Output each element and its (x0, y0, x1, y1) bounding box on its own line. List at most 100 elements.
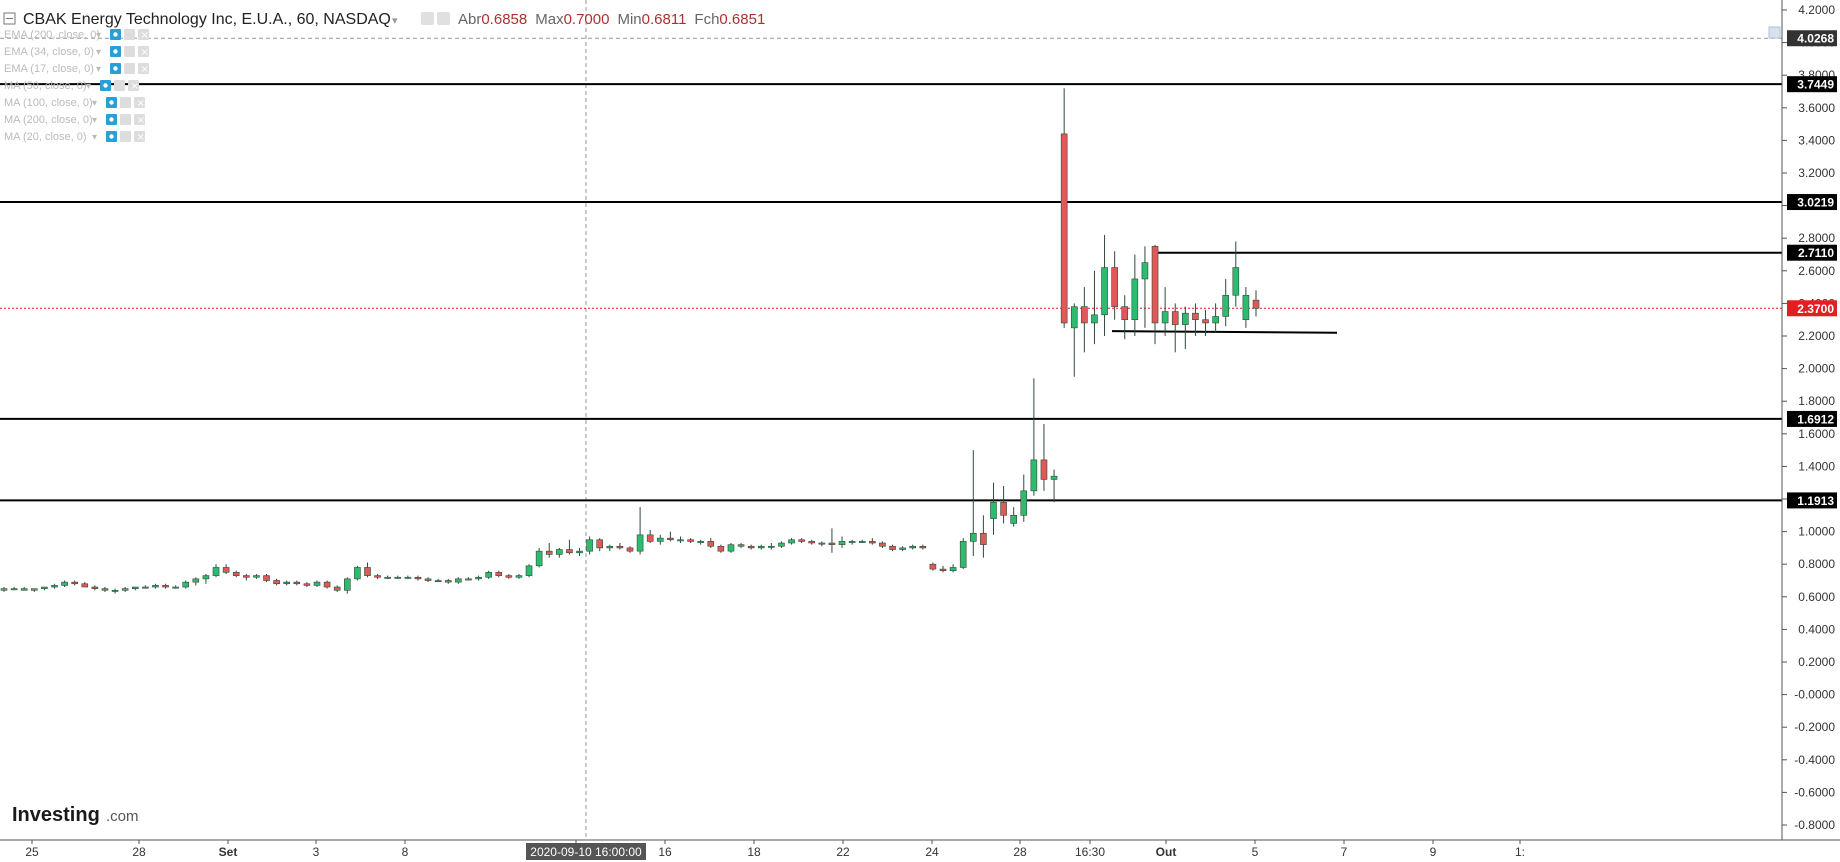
candle[interactable] (889, 544, 896, 552)
candle[interactable] (1242, 287, 1250, 328)
indicator-menu-caret-icon[interactable]: ▾ (96, 47, 101, 58)
candle[interactable] (899, 546, 906, 552)
candle[interactable] (1040, 424, 1048, 491)
candle[interactable] (1171, 303, 1179, 353)
candle[interactable] (1060, 88, 1068, 328)
candle[interactable] (879, 541, 886, 548)
candle[interactable] (263, 573, 270, 583)
candle[interactable] (81, 582, 89, 588)
candle[interactable] (1030, 378, 1038, 496)
candle[interactable] (20, 587, 28, 591)
indicator-menu-caret-icon[interactable]: ▾ (92, 132, 97, 143)
candle[interactable] (869, 538, 876, 545)
candle[interactable] (687, 538, 694, 544)
candle[interactable] (576, 547, 583, 557)
indicator-settings-icon[interactable] (114, 80, 125, 91)
candle[interactable] (41, 586, 48, 591)
candle[interactable] (606, 544, 614, 552)
candle[interactable] (374, 573, 381, 579)
candle[interactable] (152, 583, 159, 589)
candle[interactable] (788, 538, 795, 545)
indicator-row[interactable]: MA (100, close, 0) ▾ × (4, 97, 145, 109)
add-alert-icon[interactable] (1768, 26, 1781, 39)
candle[interactable] (909, 544, 917, 550)
candle[interactable] (384, 575, 391, 579)
candle[interactable] (343, 577, 351, 594)
candle[interactable] (1151, 244, 1159, 345)
candle[interactable] (131, 586, 139, 591)
candle[interactable] (566, 539, 573, 555)
indicator-settings-icon[interactable] (120, 131, 131, 142)
candle[interactable] (0, 587, 8, 592)
candle[interactable] (243, 573, 250, 581)
candle[interactable] (212, 564, 220, 578)
indicator-remove-icon[interactable] (138, 29, 149, 40)
indicator-menu-caret-icon[interactable]: ▾ (92, 98, 97, 109)
candle[interactable] (364, 562, 371, 578)
candle[interactable] (818, 541, 826, 547)
candle[interactable] (737, 543, 745, 548)
indicator-remove-icon[interactable] (134, 114, 145, 125)
candle[interactable] (747, 544, 755, 550)
candle[interactable] (1091, 270, 1098, 345)
indicator-row[interactable]: MA (20, close, 0) ▾ × (4, 131, 145, 143)
candle[interactable] (61, 580, 68, 588)
candle[interactable] (142, 585, 149, 589)
candle[interactable] (1081, 287, 1088, 353)
candle[interactable] (596, 538, 604, 552)
candle[interactable] (293, 580, 301, 586)
indicator-settings-icon[interactable] (124, 29, 135, 40)
candle[interactable] (1252, 290, 1260, 317)
candle[interactable] (1161, 287, 1169, 336)
candle[interactable] (505, 573, 513, 579)
candle[interactable] (1202, 309, 1209, 336)
candle[interactable] (626, 546, 634, 553)
candle[interactable] (394, 575, 402, 579)
candle[interactable] (202, 573, 210, 584)
candle[interactable] (1111, 251, 1118, 320)
visibility-icon[interactable] (421, 12, 434, 25)
indicator-row[interactable]: MA (50, close, 0) ▾ × (4, 80, 139, 92)
indicator-remove-icon[interactable] (134, 97, 145, 108)
candle[interactable] (1222, 278, 1230, 327)
candle[interactable] (828, 528, 836, 553)
candle[interactable] (919, 544, 927, 550)
candle[interactable] (424, 577, 432, 583)
candle[interactable] (434, 578, 442, 583)
indicator-remove-icon[interactable] (134, 131, 145, 142)
candle[interactable] (778, 541, 785, 548)
indicator-menu-caret-icon[interactable]: ▾ (96, 64, 101, 75)
candle[interactable] (586, 536, 593, 555)
candle[interactable] (1141, 246, 1149, 328)
candle[interactable] (717, 544, 725, 553)
candle[interactable] (808, 539, 816, 545)
indicator-settings-icon[interactable] (124, 46, 135, 57)
candle[interactable] (51, 583, 58, 589)
candle[interactable] (1010, 507, 1017, 527)
candle[interactable] (697, 539, 704, 545)
candle[interactable] (1182, 306, 1189, 350)
candle[interactable] (980, 515, 987, 558)
candle[interactable] (121, 587, 129, 592)
indicator-remove-icon[interactable] (128, 80, 139, 91)
candle[interactable] (101, 587, 109, 592)
candle[interactable] (232, 570, 240, 578)
candle[interactable] (667, 531, 674, 542)
indicator-row[interactable]: MA (200, close, 0) ▾ × (4, 114, 145, 126)
settings-icon[interactable] (437, 12, 450, 25)
candle[interactable] (475, 575, 482, 581)
candle[interactable] (10, 587, 18, 591)
candle[interactable] (1192, 303, 1199, 336)
candle[interactable] (333, 585, 341, 592)
candle[interactable] (768, 543, 775, 550)
candle[interactable] (444, 578, 452, 584)
indicator-menu-caret-icon[interactable]: ▾ (92, 115, 97, 126)
candle[interactable] (707, 538, 715, 548)
candle[interactable] (838, 536, 846, 548)
candle[interactable] (1000, 485, 1007, 524)
indicator-row[interactable]: EMA (17, close, 0) ▾ × (4, 63, 149, 75)
candle[interactable] (727, 543, 735, 553)
candle[interactable] (465, 577, 472, 581)
candle[interactable] (959, 538, 967, 570)
